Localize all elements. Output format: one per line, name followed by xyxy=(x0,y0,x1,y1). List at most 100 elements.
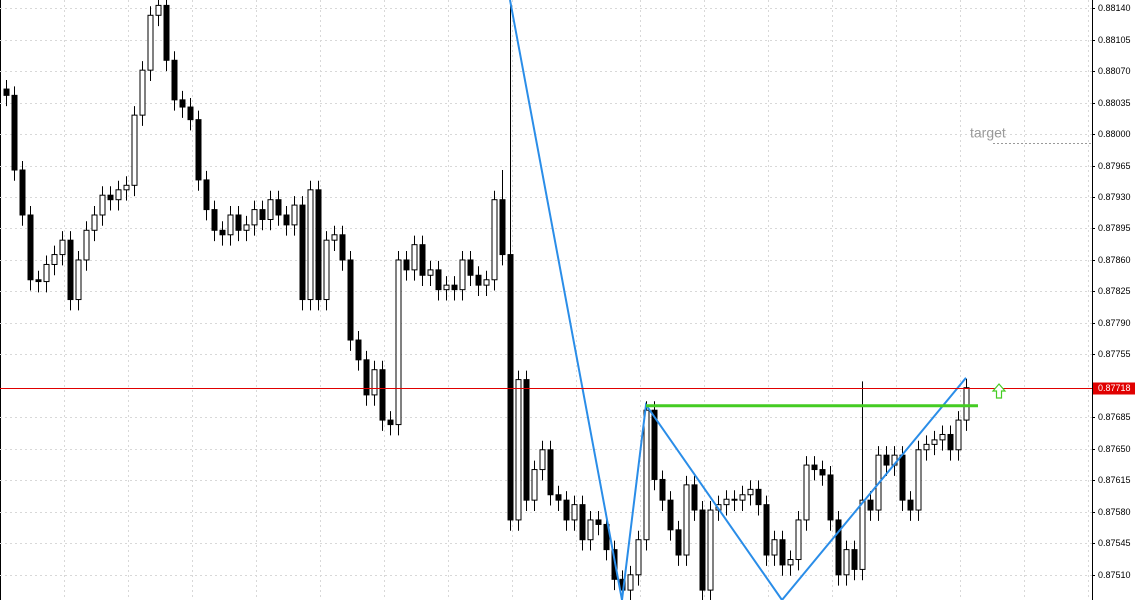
candle-body xyxy=(179,99,186,108)
candle-body xyxy=(955,419,962,451)
candle-body xyxy=(691,484,698,511)
candle-body xyxy=(51,254,58,265)
candle-body xyxy=(555,494,562,501)
candle-body xyxy=(299,204,306,301)
y-tick-label: 0.87895 xyxy=(1098,223,1131,233)
candle-body xyxy=(83,229,90,261)
candle-body xyxy=(731,498,738,501)
candle-body xyxy=(219,229,226,236)
candle-body xyxy=(131,114,138,186)
candle-body xyxy=(563,499,570,521)
candle-body xyxy=(787,559,794,566)
candle-body xyxy=(915,449,922,511)
candle-body xyxy=(747,488,754,496)
candle-body xyxy=(371,369,378,396)
candle-body xyxy=(475,274,482,286)
candle-body xyxy=(483,279,490,286)
candle-body xyxy=(755,488,762,506)
price-label-box xyxy=(1093,382,1135,395)
candle-body xyxy=(99,194,106,216)
candle-body xyxy=(35,279,42,283)
candle-body xyxy=(739,494,746,501)
candle-body xyxy=(883,454,890,466)
candle-body xyxy=(571,504,578,521)
candle-body xyxy=(699,509,706,591)
y-tick-label: 0.87615 xyxy=(1098,475,1131,485)
candle-body xyxy=(515,379,522,521)
candle-body xyxy=(827,474,834,521)
y-tick-label: 0.87860 xyxy=(1098,255,1131,265)
candle-body xyxy=(139,69,146,116)
candle-body xyxy=(579,504,586,541)
candle-body xyxy=(651,409,658,480)
candle-body xyxy=(227,214,234,236)
candle-body xyxy=(707,509,714,591)
candle-body xyxy=(835,519,842,576)
y-tick-label: 0.87510 xyxy=(1098,570,1131,580)
candle-body xyxy=(907,499,914,511)
candle-body xyxy=(163,4,170,61)
candle-body xyxy=(811,464,818,471)
candle-body xyxy=(507,254,514,521)
candle-body xyxy=(963,387,970,421)
y-tick-label: 0.87930 xyxy=(1098,192,1131,202)
candle-body xyxy=(763,504,770,556)
candle-body xyxy=(259,209,266,220)
candle-body xyxy=(627,574,634,591)
candle-body xyxy=(19,169,26,216)
candle-body xyxy=(427,269,434,276)
y-tick-label: 0.87685 xyxy=(1098,412,1131,422)
candle-body xyxy=(395,259,402,426)
candle-body xyxy=(467,259,474,276)
candle-body xyxy=(667,499,674,531)
candle-body xyxy=(91,214,98,231)
y-tick-label: 0.88000 xyxy=(1098,129,1131,139)
y-tick-label: 0.87825 xyxy=(1098,286,1131,296)
candle-body xyxy=(443,284,450,291)
candle-body xyxy=(459,259,466,291)
candle-body xyxy=(235,214,242,231)
candle-body xyxy=(771,539,778,556)
candle-body xyxy=(635,539,642,576)
candle-body xyxy=(283,214,290,226)
candle-body xyxy=(675,529,682,556)
candle-body xyxy=(859,499,866,570)
candle-body xyxy=(147,14,154,71)
y-tick-label: 0.88105 xyxy=(1098,35,1131,45)
candle-body xyxy=(67,239,74,301)
candle-body xyxy=(267,199,274,220)
candle-body xyxy=(531,469,538,501)
candle-body xyxy=(27,214,34,281)
candle-body xyxy=(123,184,130,191)
candle-body xyxy=(355,339,362,361)
candle-body xyxy=(11,94,18,171)
candle-body xyxy=(947,433,954,451)
candle-body xyxy=(195,119,202,181)
candle-body xyxy=(331,234,338,241)
y-tick-label: 0.88070 xyxy=(1098,66,1131,76)
candle-body xyxy=(795,519,802,561)
candle-body xyxy=(203,179,210,211)
price-label: 0.87718 xyxy=(1098,383,1131,393)
candle-body xyxy=(323,239,330,301)
candle-body xyxy=(211,209,218,231)
y-tick-label: 0.87580 xyxy=(1098,507,1131,517)
y-tick-label: 0.87790 xyxy=(1098,318,1131,328)
candle-body xyxy=(499,199,506,256)
candle-body xyxy=(523,379,530,501)
candle-body xyxy=(379,369,386,421)
candle-body xyxy=(779,539,786,566)
candle-body xyxy=(363,359,370,396)
candle-body xyxy=(923,443,930,451)
candle-body xyxy=(435,269,442,291)
candle-body xyxy=(939,433,946,441)
candle-body xyxy=(643,409,650,541)
candle-body xyxy=(43,263,50,283)
y-tick-label: 0.87545 xyxy=(1098,538,1131,548)
target-label: target xyxy=(970,125,1006,141)
candle-body xyxy=(115,189,122,201)
candle-body xyxy=(843,549,850,576)
y-tick-label: 0.87755 xyxy=(1098,349,1131,359)
candle-body xyxy=(243,224,250,231)
candle-body xyxy=(347,259,354,341)
